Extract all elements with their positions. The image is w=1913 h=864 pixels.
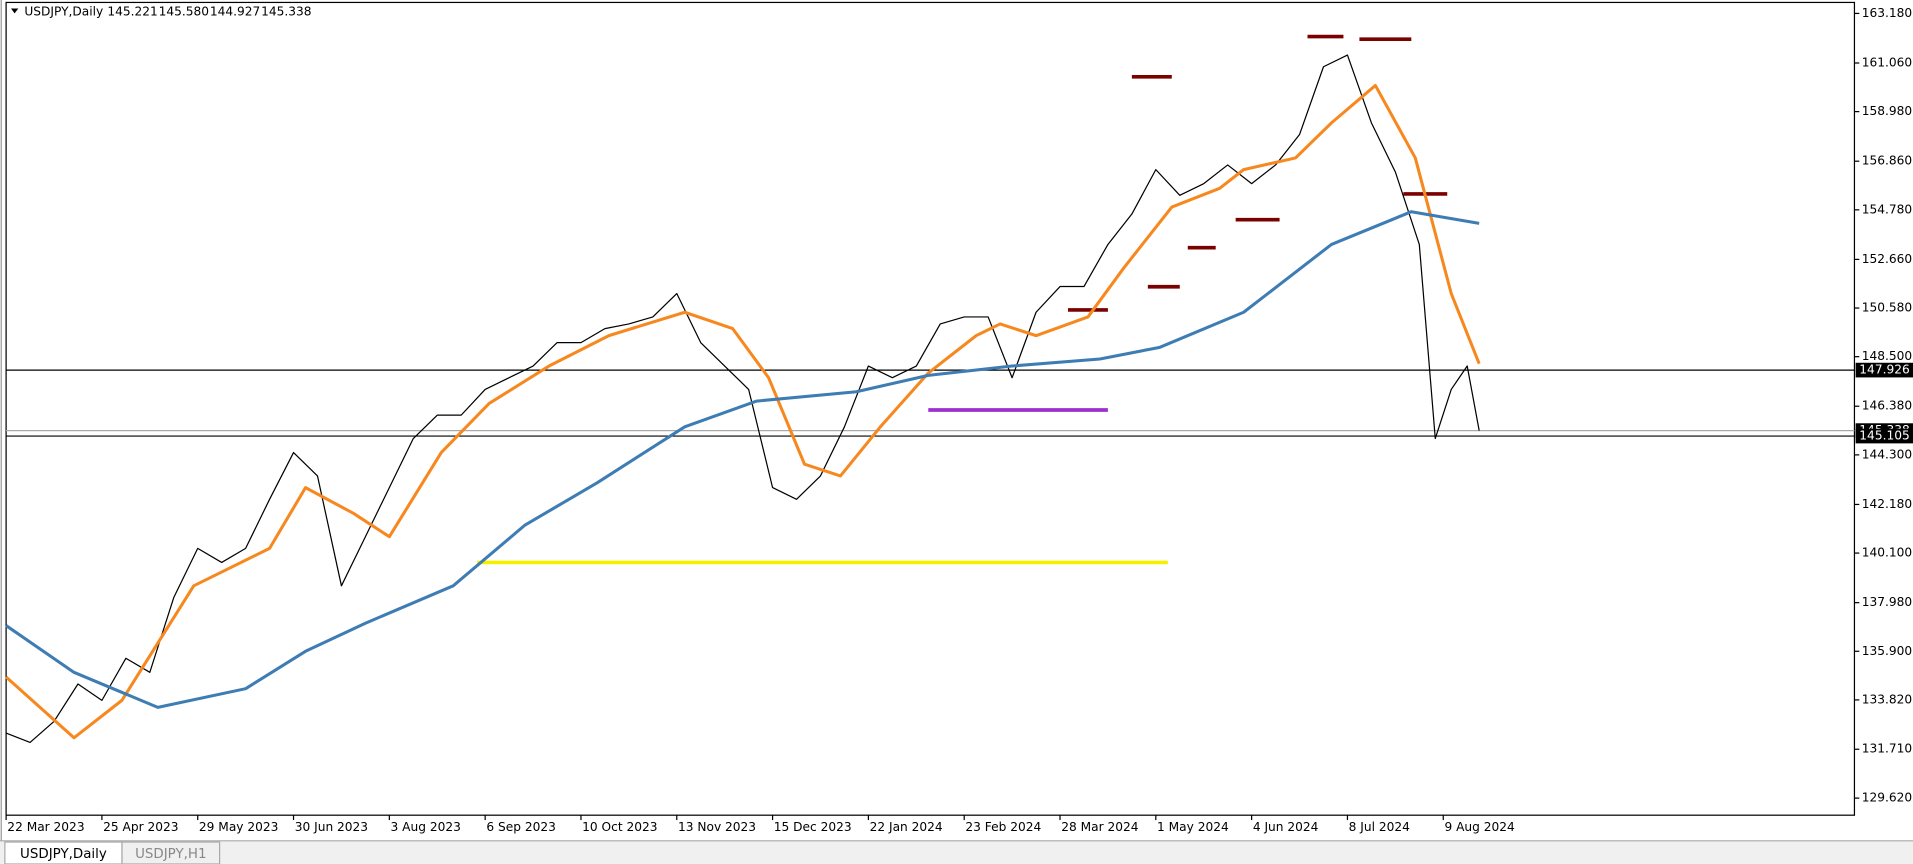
y-tick-label: 131.710 (1862, 742, 1912, 756)
y-tick-label: 152.660 (1862, 252, 1912, 266)
ohlc-value: 145.221 (107, 5, 157, 19)
y-tick-label: 148.500 (1862, 349, 1912, 363)
x-tick-label: 10 Oct 2023 (582, 820, 657, 834)
price-line-series (5, 54, 1480, 744)
y-tick-label: 150.580 (1862, 301, 1912, 315)
y-tick-label: 161.060 (1862, 55, 1912, 69)
x-tick-label: 13 Nov 2023 (678, 820, 756, 834)
tab[interactable] (121, 841, 221, 864)
x-tick-label: 4 Jun 2024 (1253, 820, 1319, 834)
y-tick-label: 154.780 (1862, 202, 1912, 216)
y-tick-label: 144.300 (1862, 447, 1912, 461)
x-tick-label: 25 Apr 2023 (103, 820, 178, 834)
x-tick-label: 23 Feb 2024 (965, 820, 1041, 834)
ohlc-value: 144.927 (210, 5, 260, 19)
y-tick-label: 133.820 (1862, 692, 1912, 706)
y-tick-label: 156.860 (1862, 154, 1912, 168)
x-tick-label: 1 May 2024 (1157, 820, 1229, 834)
price-label-box (1855, 428, 1913, 444)
moving-average (5, 210, 1480, 709)
y-tick-label: 158.980 (1862, 104, 1912, 118)
x-tick-label: 9 Aug 2024 (1444, 820, 1515, 834)
y-tick-label: 137.980 (1862, 595, 1912, 609)
x-tick-label: 22 Jan 2024 (870, 820, 943, 834)
x-tick-label: 3 Aug 2023 (391, 820, 461, 834)
moving-average (5, 83, 1481, 740)
price-label: 147.926 (1859, 363, 1909, 377)
menu-arrow[interactable] (10, 8, 19, 14)
tab-bar (0, 840, 1913, 864)
ohlc-value: 145.580 (159, 5, 209, 19)
x-tick-label: 15 Dec 2023 (774, 820, 852, 834)
y-tick-label: 129.620 (1862, 791, 1912, 805)
tab-label[interactable]: USDJPY,H1 (135, 847, 206, 862)
chart-layer: 163.180 161.060 158.980 156.860 154.780 152.6… (5, 6, 1913, 834)
x-tick-label: 8 Jul 2024 (1349, 820, 1410, 834)
ohlc-value: 145.338 (261, 5, 311, 19)
tab-label[interactable]: USDJPY,Daily (20, 847, 107, 862)
y-tick-label: 142.180 (1862, 497, 1912, 511)
y-tick-label: 135.900 (1862, 644, 1912, 658)
y-tick-label: 146.380 (1862, 399, 1912, 413)
x-tick-label: 6 Sep 2023 (486, 820, 555, 834)
y-tick-label: 140.100 (1862, 546, 1912, 560)
chart-title: USDJPY,Daily (24, 5, 103, 19)
x-tick-label: 22 Mar 2023 (7, 820, 84, 834)
price-label-box (1855, 362, 1913, 378)
x-tick-label: 29 May 2023 (199, 820, 278, 834)
plot-frame (5, 1, 1856, 816)
x-tick-label: 30 Jun 2023 (295, 820, 368, 834)
price-label: 145.105 (1859, 429, 1909, 443)
x-tick-label: 28 Mar 2024 (1061, 820, 1139, 834)
y-tick-label: 163.180 (1862, 6, 1912, 20)
